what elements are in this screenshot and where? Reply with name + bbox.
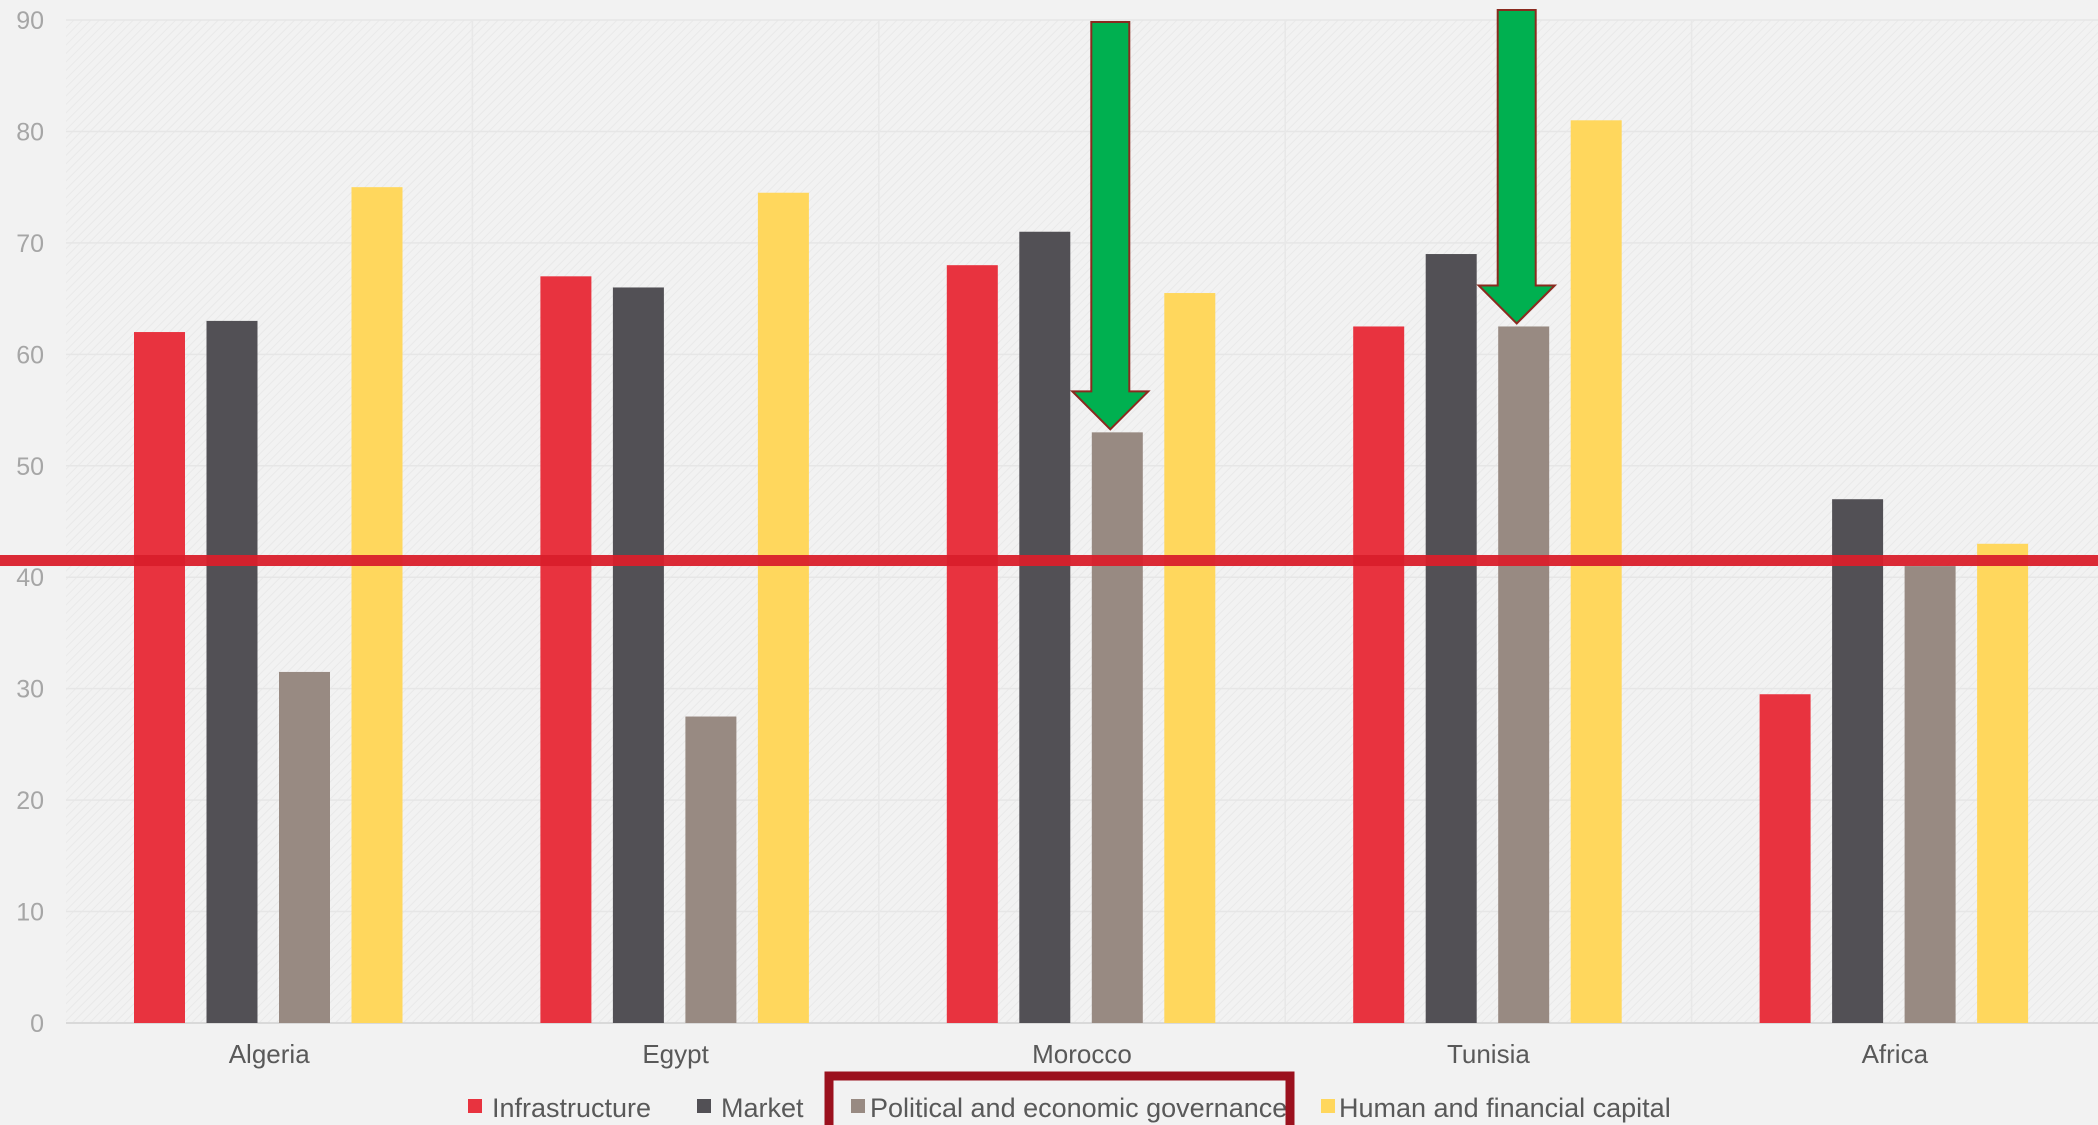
- y-tick-label: 30: [16, 676, 44, 704]
- x-tick-label: Algeria: [229, 1039, 310, 1069]
- bar-africa-market: [1832, 499, 1884, 1023]
- arrow-tunisia: [1476, 9, 1558, 325]
- y-tick-label: 40: [16, 564, 44, 592]
- annotation-arrows: [1069, 9, 1558, 431]
- y-tick-label: 20: [16, 787, 44, 815]
- gridlines: [66, 19, 2098, 1024]
- bar-africa-political-and-economic-governance: [1904, 566, 1956, 1023]
- x-tick-label: Morocco: [1032, 1039, 1132, 1069]
- y-tick-label: 0: [30, 1010, 44, 1038]
- legend-label-market: Market: [721, 1093, 804, 1123]
- arrow-morocco: [1069, 21, 1151, 431]
- legend: Infrastructure Market Political and econom…: [468, 1071, 1671, 1125]
- bar-egypt-infrastructure: [540, 276, 592, 1023]
- y-tick-label: 50: [16, 453, 44, 481]
- x-tick-label: Tunisia: [1447, 1039, 1530, 1069]
- y-tick-label: 60: [16, 341, 44, 369]
- y-tick-label: 70: [16, 230, 44, 258]
- bar-algeria-market: [206, 320, 258, 1023]
- legend-swatch-political-and-economic-governance: [851, 1099, 865, 1113]
- plot-area: [66, 20, 2098, 1023]
- bar-morocco-infrastructure: [946, 265, 998, 1024]
- reference-line-bar: [0, 555, 2098, 567]
- legend-swatch-human-and-financial-capital: [1321, 1099, 1335, 1113]
- bar-algeria-human-and-financial-capital: [351, 187, 403, 1023]
- bar-egypt-political-and-economic-governance: [685, 716, 737, 1023]
- bar-algeria-political-and-economic-governance: [279, 671, 330, 1023]
- legend-swatch-market: [697, 1099, 711, 1113]
- y-tick-label: 80: [16, 118, 44, 146]
- legend-label-infrastructure: Infrastructure: [492, 1093, 651, 1123]
- legend-label-political-and-economic-governance: Political and economic governance: [870, 1093, 1287, 1123]
- bar-morocco-human-and-financial-capital: [1164, 293, 1216, 1023]
- bar-africa-infrastructure: [1759, 694, 1811, 1023]
- y-tick-label: 10: [16, 899, 44, 927]
- bar-tunisia-political-and-economic-governance: [1498, 326, 1550, 1023]
- legend-label-human-and-financial-capital: Human and financial capital: [1339, 1093, 1671, 1123]
- y-tick-label: 90: [16, 7, 44, 35]
- bar-tunisia-human-and-financial-capital: [1570, 120, 1622, 1024]
- bar-morocco-market: [1019, 231, 1071, 1023]
- bar-algeria-infrastructure: [134, 332, 185, 1023]
- legend-highlight-box: [824, 1071, 1295, 1125]
- x-tick-label: Africa: [1862, 1039, 1929, 1069]
- bar-tunisia-infrastructure: [1353, 326, 1405, 1023]
- bar-morocco-political-and-economic-governance: [1091, 432, 1143, 1023]
- bar-tunisia-market: [1425, 254, 1477, 1024]
- bar-egypt-human-and-financial-capital: [757, 192, 809, 1023]
- legend-swatch-infrastructure: [468, 1099, 482, 1113]
- x-axis-categories: Algeria Egypt Morocco Tunisia Africa: [229, 1039, 1929, 1069]
- bar-africa-human-and-financial-capital: [1977, 543, 2029, 1023]
- y-axis-ticks: 0 10 20 30 40 50 60 70 80 90: [16, 7, 44, 1038]
- reference-line: [0, 555, 2098, 567]
- bars: [134, 120, 2029, 1024]
- bar-egypt-market: [612, 287, 664, 1023]
- x-tick-label: Egypt: [642, 1039, 709, 1069]
